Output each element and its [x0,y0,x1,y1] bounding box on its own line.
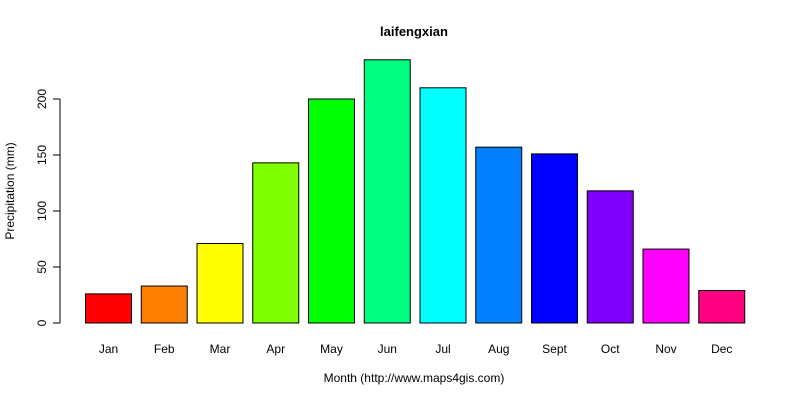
bar-nov [642,248,690,324]
x-tick-label: Sept [542,342,567,356]
bar-sept [531,153,578,324]
x-tick-label: Apr [266,342,285,356]
bar-jan [85,293,132,324]
y-axis-label: Precipitation (mm) [3,142,17,239]
bar-jul [419,87,467,324]
bar-aug [475,146,523,324]
x-tick-label: Jun [378,342,397,356]
y-tick-label: 50 [35,260,49,274]
bar-dec [698,290,746,324]
bars [85,59,746,324]
x-tick-label: Mar [210,342,231,356]
bar-mar [196,242,244,324]
bar-may [308,98,355,324]
y-axis: 0 50 100 150 200 [35,89,61,326]
bar-apr [252,162,300,324]
bar-oct [586,190,634,324]
x-tick-label: Dec [711,342,732,356]
x-tick-label: Aug [488,342,509,356]
x-tick-label: May [320,342,343,356]
chart-title: laifengxian [380,24,448,39]
y-tick-label: 100 [35,201,49,221]
y-tick-label: 200 [35,89,49,109]
x-tick-labels: Jan Feb Mar Apr May Jun Jul Aug Sept Oct Nov Dec [99,342,733,356]
x-tick-label: Feb [154,342,175,356]
y-tick-label: 150 [35,145,49,165]
x-tick-label: Jan [99,342,118,356]
bar-jun [363,59,411,324]
x-axis-label: Month (http://www.maps4gis.com) [324,371,505,385]
y-tick-label: 0 [35,319,49,326]
bar-feb [140,285,188,324]
x-tick-label: Nov [655,342,676,356]
x-tick-label: Oct [601,342,620,356]
x-tick-label: Jul [435,342,450,356]
